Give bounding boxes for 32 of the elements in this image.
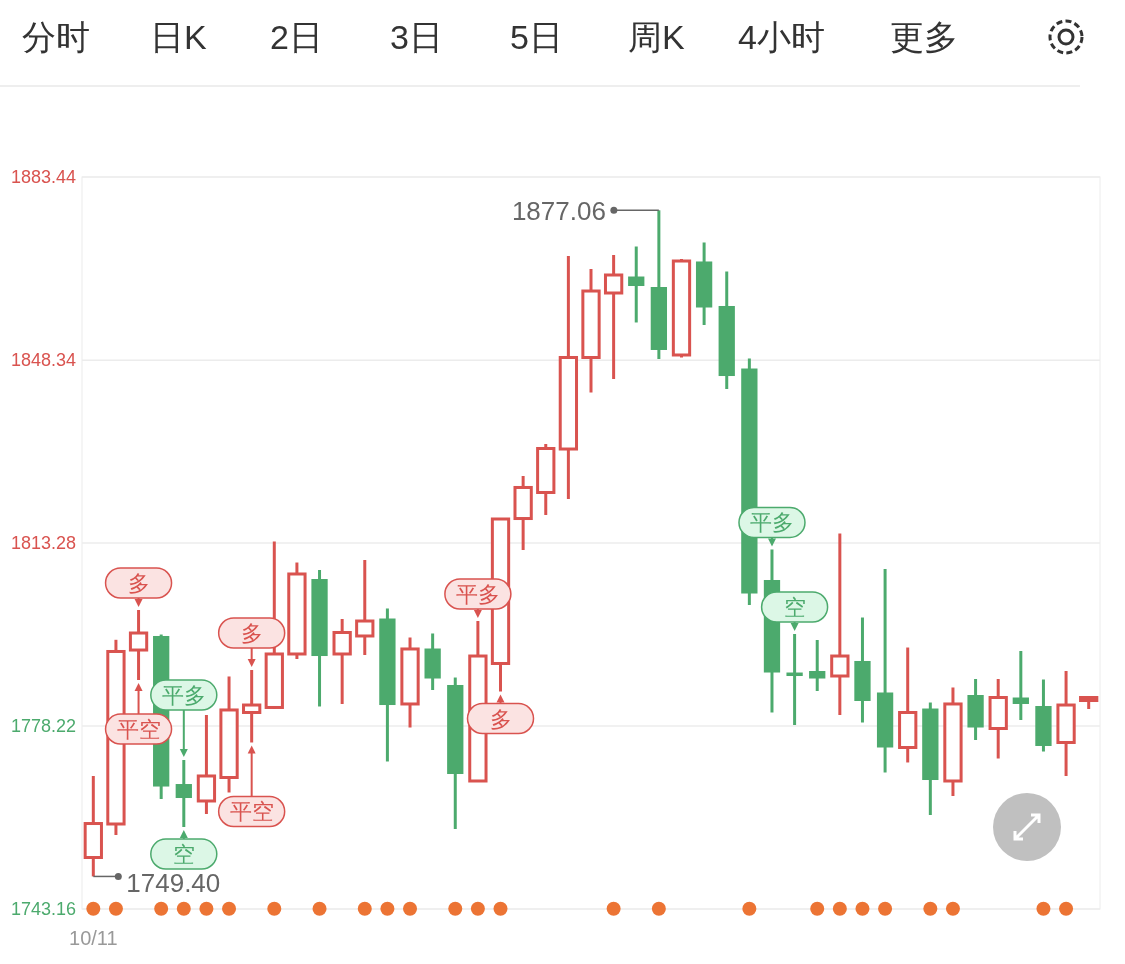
y-tick-label: 1813.28	[10, 533, 76, 554]
annotation: 多	[240, 621, 263, 647]
text: 3日	[390, 18, 443, 56]
annotation: 多	[489, 706, 512, 732]
annotation: 平空	[116, 717, 161, 743]
text: 5日	[510, 18, 563, 56]
y-tick-label: 1883.44	[10, 167, 76, 187]
candlestick	[332, 618, 352, 704]
annotation: 1877.06	[511, 196, 606, 227]
annotation: 多	[127, 571, 150, 596]
y-tick-label: 1743.16	[10, 899, 76, 919]
annotation: 空	[172, 842, 195, 868]
annotation: 平多	[749, 510, 794, 536]
y-tick-label: 1848.34	[10, 350, 76, 371]
annotation: 平空	[229, 799, 274, 825]
annotation: 平多	[455, 582, 500, 608]
candlestick	[830, 533, 850, 715]
text: 日K	[150, 18, 207, 56]
annotation: 1749.40	[126, 868, 221, 899]
annotation: 空	[783, 595, 806, 620]
candlestick	[128, 610, 149, 681]
x-tick-label: 10/11	[69, 927, 118, 949]
text: 周K	[628, 18, 685, 56]
candlestick	[355, 560, 375, 655]
text: 2日	[270, 18, 323, 56]
text: 更多	[890, 18, 958, 56]
text: 4小时	[738, 18, 825, 56]
y-tick-label: 1778.22	[10, 716, 76, 737]
candlestick	[242, 670, 262, 743]
candlestick	[603, 255, 624, 379]
annotation: 平多	[161, 683, 206, 709]
text: 分时	[22, 18, 90, 56]
